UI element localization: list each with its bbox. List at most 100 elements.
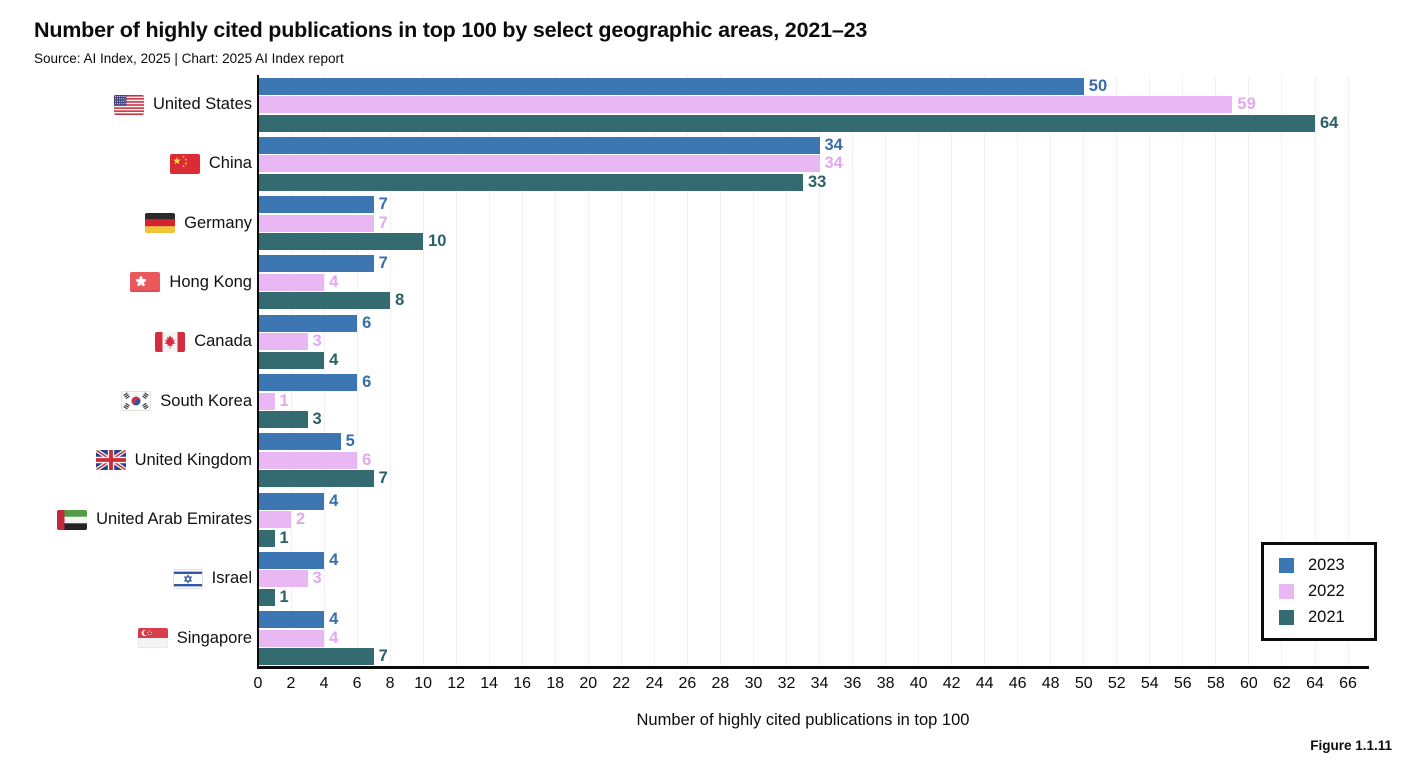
bar-value-label: 7: [378, 469, 388, 488]
flag-united-states-icon: [113, 94, 144, 115]
bar-2022: [259, 451, 358, 469]
flag-canada-icon: [155, 331, 186, 352]
x-tick-label: 64: [1306, 675, 1324, 692]
gridline: [521, 75, 523, 667]
bar-2023: [259, 136, 820, 154]
legend-item-2022: 2022: [1279, 582, 1374, 601]
gridline: [1149, 75, 1151, 667]
category-name: Israel: [211, 569, 252, 588]
x-tick-label: 58: [1206, 675, 1225, 692]
bar-2023: [259, 255, 374, 273]
category-label-israel: Israel: [0, 549, 252, 608]
bar-2022: [259, 570, 308, 588]
flag-singapore-icon: [137, 628, 168, 649]
bar-value-label: 6: [362, 313, 372, 332]
flag-united-arab-emirates-icon: [57, 509, 88, 530]
category-label-singapore: Singapore: [0, 609, 252, 668]
bar-2021: [259, 351, 325, 369]
gridline: [587, 75, 589, 667]
bar-2021: [259, 114, 1315, 132]
flag-united-kingdom-icon: [95, 450, 126, 471]
bar-2022: [259, 96, 1233, 113]
bar-value-label: 7: [378, 213, 388, 232]
category-name: Canada: [194, 332, 252, 351]
bar-value-label: 34: [824, 154, 843, 173]
legend: 2023 2022 2021: [1261, 542, 1377, 641]
category-label-germany: Germany: [0, 194, 252, 253]
gridline: [951, 75, 953, 667]
bar-value-label: 3: [312, 569, 322, 588]
x-tick-label: 46: [1008, 675, 1027, 692]
bar-value-label: 10: [428, 232, 447, 251]
x-tick-label: 34: [810, 675, 829, 692]
x-axis-line: [256, 666, 1369, 669]
x-tick-label: 0: [253, 675, 263, 692]
gridline: [488, 75, 490, 667]
gridline: [918, 75, 920, 667]
gridline: [1017, 75, 1019, 667]
gridline: [422, 75, 424, 667]
x-tick-label: 60: [1239, 675, 1258, 692]
bar-2023: [259, 374, 358, 391]
gridline: [1347, 75, 1349, 667]
x-tick-label: 32: [777, 675, 796, 692]
bar-2023: [259, 314, 358, 332]
x-tick-label: 24: [645, 675, 664, 692]
category-label-united-states: United States: [0, 75, 252, 134]
x-tick-label: 8: [385, 675, 395, 692]
category-name: United Kingdom: [134, 450, 252, 469]
x-tick-label: 28: [711, 675, 730, 692]
category-name: China: [208, 154, 252, 173]
bar-2021: [259, 470, 374, 488]
x-tick-label: 14: [480, 675, 499, 692]
bar-value-label: 4: [329, 491, 339, 510]
gridline: [620, 75, 622, 667]
x-tick-label: 50: [1074, 675, 1093, 692]
x-tick-label: 38: [876, 675, 895, 692]
x-tick-label: 20: [579, 675, 598, 692]
x-tick-label: 10: [414, 675, 432, 692]
category-label-hong-kong: Hong Kong: [0, 253, 252, 312]
category-name: United Arab Emirates: [96, 510, 252, 529]
x-tick-label: 30: [744, 675, 763, 692]
category-name: Hong Kong: [169, 272, 252, 291]
bar-value-label: 2: [296, 510, 306, 529]
bar-value-label: 4: [329, 350, 339, 369]
gridline: [1050, 75, 1052, 667]
bar-value-label: 34: [824, 135, 843, 154]
legend-label: 2022: [1308, 582, 1345, 600]
legend-swatch-2021: [1279, 610, 1294, 625]
bar-2021: [259, 292, 391, 310]
flag-germany-icon: [145, 213, 176, 234]
category-name: South Korea: [160, 391, 252, 410]
flag-israel-icon: [172, 568, 203, 589]
x-tick-label: 18: [546, 675, 565, 692]
flag-south-korea-icon: [121, 391, 152, 411]
bar-value-label: 4: [329, 550, 339, 569]
x-tick-label: 26: [678, 675, 697, 692]
bar-value-label: 7: [378, 254, 388, 273]
bar-2022: [259, 155, 820, 173]
bar-value-label: 4: [329, 628, 339, 647]
bar-value-label: 5: [345, 432, 355, 451]
bar-2022: [259, 629, 325, 647]
gridline: [786, 75, 787, 667]
flag-china-icon: [169, 153, 200, 174]
gridline: [1248, 75, 1250, 667]
category-name: United States: [152, 95, 252, 113]
bar-value-label: 7: [378, 647, 388, 666]
bar-value-label: 33: [808, 172, 827, 191]
bar-value-label: 8: [395, 291, 405, 310]
bar-value-label: 1: [279, 587, 289, 606]
x-tick-label: 12: [447, 675, 466, 692]
bar-2023: [259, 492, 325, 510]
bar-value-label: 4: [329, 610, 339, 629]
gridline: [984, 75, 986, 667]
x-tick-label: 6: [352, 675, 362, 692]
x-axis-title: Number of highly cited publications in t…: [636, 711, 970, 729]
bar-2021: [259, 233, 424, 251]
bar-2022: [259, 273, 325, 291]
legend-item-2021: 2021: [1279, 608, 1374, 627]
bar-2022: [259, 392, 275, 410]
